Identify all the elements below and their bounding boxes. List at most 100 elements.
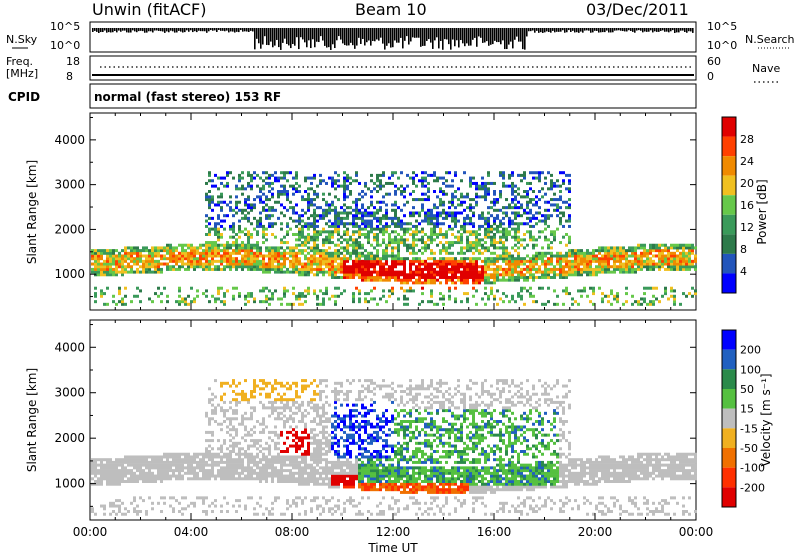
heatmap-cell [463, 200, 466, 204]
heatmap-cell [352, 297, 355, 301]
heatmap-cell [148, 270, 151, 274]
heatmap-cell [496, 270, 499, 274]
heatmap-cell [295, 294, 298, 298]
heatmap-cell [220, 455, 223, 459]
heatmap-cell [463, 216, 466, 220]
heatmap-cell [589, 267, 592, 271]
nsky-bar [428, 28, 430, 40]
heatmap-cell [190, 262, 193, 266]
heatmap-cell [514, 270, 517, 274]
nsky-bar [578, 28, 580, 33]
heatmap-cell [145, 480, 148, 483]
heatmap-cell [355, 273, 358, 277]
heatmap-cell [325, 270, 328, 274]
heatmap-cell [304, 262, 307, 266]
heatmap-cell [487, 181, 490, 185]
heatmap-cell [247, 444, 250, 448]
heatmap-cell [295, 265, 298, 269]
heatmap-cell [556, 179, 559, 183]
heatmap-cell [478, 273, 481, 277]
heatmap-cell [175, 254, 178, 258]
heatmap-cell [208, 206, 211, 210]
nsky-bar [388, 28, 390, 44]
heatmap-cell [460, 238, 463, 242]
heatmap-cell [223, 246, 226, 250]
heatmap-cell [439, 190, 442, 194]
heatmap-cell [289, 227, 292, 231]
heatmap-cell [262, 422, 265, 426]
heatmap-cell [670, 265, 673, 269]
heatmap-cell [487, 265, 490, 269]
heatmap-cell [463, 281, 466, 285]
heatmap-cell [322, 259, 325, 263]
heatmap-cell [226, 243, 229, 247]
heatmap-cell [376, 275, 379, 279]
heatmap-cell [181, 262, 184, 266]
heatmap-cell [259, 504, 262, 508]
heatmap-cell [397, 262, 400, 266]
heatmap-cell [190, 455, 193, 459]
heatmap-cell [598, 270, 601, 274]
heatmap-cell [223, 184, 226, 188]
heatmap-cell [232, 441, 235, 445]
heatmap-cell [355, 259, 358, 263]
heatmap-cell [379, 297, 382, 301]
heatmap-cell [670, 267, 673, 271]
heatmap-cell [391, 267, 394, 271]
heatmap-cell [448, 206, 451, 210]
heatmap-cell [190, 471, 193, 475]
heatmap-cell [112, 501, 115, 505]
heatmap-cell [211, 208, 214, 212]
heatmap-cell [472, 294, 475, 298]
heatmap-cell [388, 232, 391, 236]
heatmap-cell [541, 254, 544, 258]
heatmap-cell [292, 251, 295, 255]
heatmap-cell [409, 265, 412, 269]
heatmap-cell [202, 262, 205, 266]
heatmap-cell [178, 463, 181, 467]
nsky-bar [514, 28, 516, 40]
nsky-bar [470, 28, 472, 46]
heatmap-cell [325, 211, 328, 215]
heatmap-cell [424, 267, 427, 271]
heatmap-cell [241, 460, 244, 464]
heatmap-cell [244, 246, 247, 250]
heatmap-cell [253, 439, 256, 443]
heatmap-cell [394, 273, 397, 277]
heatmap-cell [583, 251, 586, 255]
heatmap-cell [289, 206, 292, 210]
heatmap-cell [118, 482, 121, 486]
heatmap-cell [244, 417, 247, 421]
heatmap-cell [286, 190, 289, 194]
heatmap-cell [142, 499, 145, 503]
heatmap-cell [625, 286, 628, 290]
heatmap-cell [553, 275, 556, 279]
heatmap-cell [430, 292, 433, 296]
heatmap-cell [559, 270, 562, 274]
heatmap-cell [442, 294, 445, 298]
heatmap-cell [343, 232, 346, 236]
heatmap-cell [430, 257, 433, 261]
heatmap-cell [250, 458, 253, 462]
heatmap-cell [241, 171, 244, 175]
heatmap-cell [244, 302, 247, 306]
heatmap-cell [217, 474, 220, 478]
heatmap-cell [496, 241, 499, 245]
heatmap-cell [226, 477, 229, 481]
heatmap-cell [100, 249, 103, 253]
heatmap-cell [274, 398, 277, 402]
heatmap-cell [232, 471, 235, 475]
heatmap-cell [109, 254, 112, 258]
heatmap-cell [238, 466, 241, 470]
heatmap-cell [436, 265, 439, 269]
heatmap-cell [304, 289, 307, 293]
heatmap-cell [526, 203, 529, 207]
heatmap-cell [520, 270, 523, 274]
heatmap-cell [442, 235, 445, 239]
heatmap-cell [265, 208, 268, 212]
heatmap-cell [313, 232, 316, 236]
heatmap-cell [523, 257, 526, 261]
heatmap-cell [514, 249, 517, 253]
heatmap-cell [139, 474, 142, 478]
nsky-bar [376, 28, 378, 40]
